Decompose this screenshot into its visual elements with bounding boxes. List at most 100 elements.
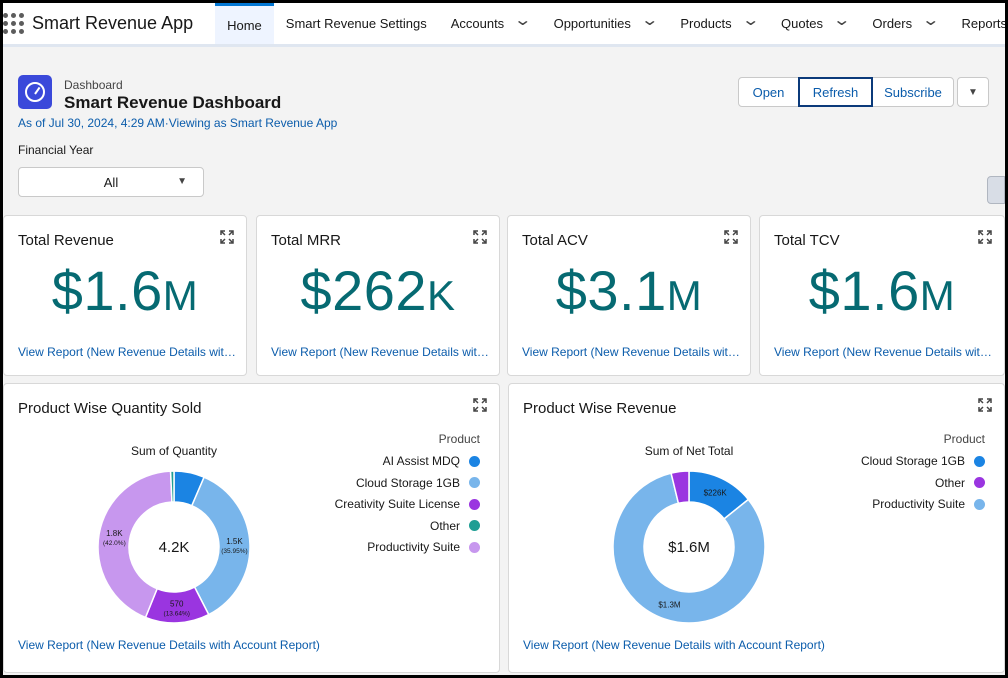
legend-item[interactable]: Cloud Storage 1GB <box>759 454 985 468</box>
legend-title: Product <box>438 432 480 446</box>
nav-tab-opportunities[interactable]: Opportunities ⌄ <box>542 3 669 44</box>
legend-label: Creativity Suite License <box>334 497 460 511</box>
slice-value-label: $1.3M <box>658 600 681 609</box>
expand-icon[interactable] <box>473 398 487 412</box>
legend-label: Productivity Suite <box>367 540 460 554</box>
donut-slice-other[interactable] <box>169 470 175 503</box>
app-launcher-icon <box>3 13 24 34</box>
legend-label: Cloud Storage 1GB <box>355 475 460 490</box>
revenue-chart-card: Product Wise Revenue Sum of Net Total Pr… <box>508 383 1005 673</box>
nav-tab-orders[interactable]: Orders ⌄ <box>860 3 949 44</box>
header-eyebrow: Dashboard <box>64 78 123 92</box>
donut-center-total: 4.2K <box>159 539 190 556</box>
legend-item[interactable]: Cloud Storage 1GB <box>254 476 480 490</box>
donut-center-total: $1.6M <box>668 539 710 556</box>
subscribe-button[interactable]: Subscribe <box>872 77 954 107</box>
donut-chart[interactable]: 1.5K (35.95%) 570 (13.64%) 1.8K (42.0%) 4.2K <box>89 462 259 632</box>
expand-icon[interactable] <box>978 230 992 244</box>
quantity-chart-card: Product Wise Quantity Sold Sum of Quanti… <box>3 383 500 673</box>
slice-value-label: $226K <box>704 488 728 497</box>
nav-tab-smart-revenue-settings[interactable]: Smart Revenue Settings <box>274 3 439 44</box>
metric-value: $3.1M <box>508 258 750 323</box>
metric-card: Total ACV $3.1M View Report (New Revenue D… <box>507 215 751 376</box>
donut-slice-cloud-storage-1gb[interactable] <box>190 476 251 616</box>
dashboard-header: Dashboard Smart Revenue Dashboard As of … <box>3 60 1005 210</box>
legend-swatch <box>469 520 480 531</box>
legend-swatch <box>469 477 480 488</box>
refresh-button[interactable]: Refresh <box>798 77 873 107</box>
metric-value: $262K <box>257 258 499 323</box>
expand-icon[interactable] <box>978 398 992 412</box>
slice-percent-label: (35.95%) <box>221 548 247 555</box>
nav-tab-label: Home <box>227 17 262 33</box>
app-name: Smart Revenue App <box>32 13 194 33</box>
view-report-link[interactable]: View Report (New Revenue Details with Ac… <box>774 345 994 359</box>
legend-label: Productivity Suite <box>872 497 965 511</box>
nav-tab-label: Accounts <box>450 16 505 31</box>
metric-unit: M <box>919 272 956 319</box>
expand-icon[interactable] <box>724 230 738 244</box>
legend-label: Other <box>429 518 460 533</box>
collapse-panel-handle[interactable] <box>987 176 1005 204</box>
metric-unit: K <box>427 272 456 319</box>
view-report-link[interactable]: View Report (New Revenue Details with Ac… <box>523 638 825 652</box>
donut-chart[interactable]: $226K $1.3M $1.6M <box>604 462 774 632</box>
nav-tab-quotes[interactable]: Quotes ⌄ <box>769 3 860 44</box>
view-report-link[interactable]: View Report (New Revenue Details with Ac… <box>18 638 320 652</box>
legend-swatch <box>469 541 480 553</box>
chevron-down-icon[interactable]: ⌄ <box>740 11 760 29</box>
nav-tabs: Home Smart Revenue Settings Accounts ⌄ Oppor… <box>215 3 1008 44</box>
legend-swatch <box>469 455 480 467</box>
metric-title: Total MRR <box>271 232 342 249</box>
legend-item[interactable]: Creativity Suite License <box>254 497 480 511</box>
nav-tab-label: Quotes <box>781 16 823 31</box>
legend-item[interactable]: AI Assist MDQ <box>254 454 480 468</box>
metric-card: Total TCV $1.6M View Report (New Revenue D… <box>759 215 1005 376</box>
view-report-link[interactable]: View Report (New Revenue Details with Ac… <box>271 345 489 359</box>
slice-percent-label: (42.0%) <box>103 540 126 547</box>
open-button[interactable]: Open <box>738 77 799 107</box>
donut-slice-productivity-suite[interactable] <box>612 472 766 624</box>
nav-tab-home[interactable]: Home <box>215 3 274 44</box>
metric-number: $3.1 <box>555 259 667 322</box>
view-report-link[interactable]: View Report (New Revenue Details with Ac… <box>522 345 740 359</box>
view-report-link[interactable]: View Report (New Revenue Details with Ac… <box>18 345 236 359</box>
legend-item[interactable]: Other <box>254 519 480 533</box>
legend-item[interactable]: Productivity Suite <box>254 540 480 554</box>
nav-tab-products[interactable]: Products ⌄ <box>668 3 769 44</box>
nav-tab-label: Reports <box>961 16 1008 31</box>
chevron-down-icon[interactable]: ⌄ <box>921 11 941 29</box>
caret-down-icon: ▼ <box>177 176 187 187</box>
financial-year-label: Financial Year <box>18 143 94 157</box>
legend-item[interactable]: Other <box>759 476 985 490</box>
legend-label: Cloud Storage 1GB <box>860 454 965 468</box>
metric-title: Total Revenue <box>18 232 114 249</box>
app-launcher[interactable] <box>3 3 24 44</box>
metric-unit: M <box>666 272 703 319</box>
financial-year-select[interactable]: All ▼ <box>18 167 204 197</box>
chart-subtitle: Sum of Quantity <box>130 444 218 458</box>
nav-tab-label: Orders <box>872 16 913 31</box>
metric-value: $1.6M <box>4 258 246 323</box>
donut-slice-productivity-suite[interactable] <box>97 470 173 619</box>
slice-value-label: 1.5K <box>226 537 243 546</box>
donut-slice-other[interactable] <box>670 470 690 505</box>
expand-icon[interactable] <box>220 230 234 244</box>
legend-swatch <box>974 498 985 510</box>
nav-tab-accounts[interactable]: Accounts ⌄ <box>439 3 542 44</box>
legend-label: AI Assist MDQ <box>382 454 460 468</box>
chevron-down-icon[interactable]: ⌄ <box>513 11 533 29</box>
dashboard-icon <box>18 75 52 109</box>
header-button-group: Open Refresh Subscribe <box>738 77 954 107</box>
nav-tab-label: Products <box>680 16 732 31</box>
legend-swatch <box>974 455 985 467</box>
legend-swatch <box>469 498 480 510</box>
chevron-down-icon[interactable]: ⌄ <box>832 11 852 29</box>
nav-tab-label: Smart Revenue Settings <box>285 16 427 31</box>
more-actions-button[interactable]: ▼ <box>957 77 989 107</box>
nav-tab-reports[interactable]: Reports⌄ <box>950 3 1008 44</box>
metric-number: $1.6 <box>808 259 920 322</box>
legend-item[interactable]: Productivity Suite <box>759 497 985 511</box>
expand-icon[interactable] <box>473 230 487 244</box>
chevron-down-icon[interactable]: ⌄ <box>640 11 660 29</box>
